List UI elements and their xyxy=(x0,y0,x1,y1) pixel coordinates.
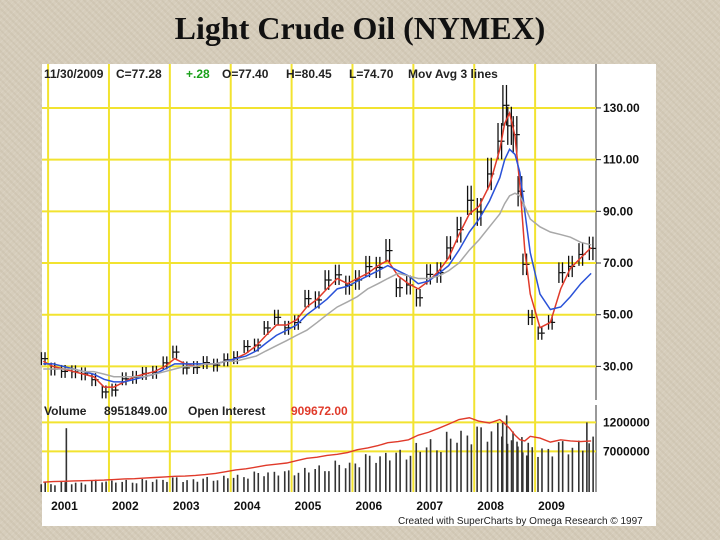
header-open: O=77.40 xyxy=(222,67,269,81)
header-close: C=77.28 xyxy=(116,67,162,81)
chart-background xyxy=(42,64,656,526)
volume-tick-label: 7000000 xyxy=(603,444,650,458)
volume-layer xyxy=(40,415,594,492)
price-tick-label: 90.00 xyxy=(603,204,633,218)
slide-title: Light Crude Oil (NYMEX) xyxy=(174,10,546,46)
volume-value: 8951849.00 xyxy=(104,404,168,418)
year-tick-label: 2006 xyxy=(355,499,382,513)
open-interest-label: Open Interest xyxy=(188,404,265,418)
grid-layer xyxy=(42,64,596,492)
moving-average-layer xyxy=(42,110,592,388)
price-tick-label: 130.00 xyxy=(603,101,640,115)
year-tick-label: 2009 xyxy=(538,499,565,513)
price-tick-label: 50.00 xyxy=(603,308,633,322)
header-high: H=80.45 xyxy=(286,67,332,81)
volume-label: Volume xyxy=(44,404,87,418)
year-tick-label: 2007 xyxy=(416,499,443,513)
open-interest-value: 909672.00 xyxy=(291,404,348,418)
year-tick-label: 2008 xyxy=(477,499,504,513)
header-low: L=74.70 xyxy=(349,67,394,81)
year-tick-label: 2001 xyxy=(51,499,78,513)
chart-credit: Created with SuperCharts by Omega Resear… xyxy=(398,516,643,527)
volume-tick-label: 1200000 xyxy=(603,415,650,429)
chart-header: 11/30/2009 C=77.28 +.28 O=77.40 H=80.45 … xyxy=(44,67,498,81)
year-tick-label: 2002 xyxy=(112,499,139,513)
tick-label-layer: 2001 2002 2003 2004 2005 2006 2007 2008 2009 130.… xyxy=(51,101,650,513)
header-study: Mov Avg 3 lines xyxy=(408,67,498,81)
moving-average-line xyxy=(43,148,592,383)
year-tick-label: 2003 xyxy=(173,499,200,513)
price-tick-label: 70.00 xyxy=(603,256,633,270)
header-change: +.28 xyxy=(186,67,210,81)
moving-average-line xyxy=(42,110,592,388)
header-date: 11/30/2009 xyxy=(44,67,104,81)
year-tick-label: 2004 xyxy=(234,499,261,513)
price-tick-label: 30.00 xyxy=(603,359,633,373)
price-tick-label: 110.00 xyxy=(603,153,639,167)
moving-average-line xyxy=(43,192,592,378)
volume-header: Volume 8951849.00 Open Interest 909672.0… xyxy=(44,404,348,418)
year-tick-label: 2005 xyxy=(295,499,322,513)
price-axis-strip xyxy=(596,64,656,526)
open-interest-line xyxy=(43,417,592,483)
